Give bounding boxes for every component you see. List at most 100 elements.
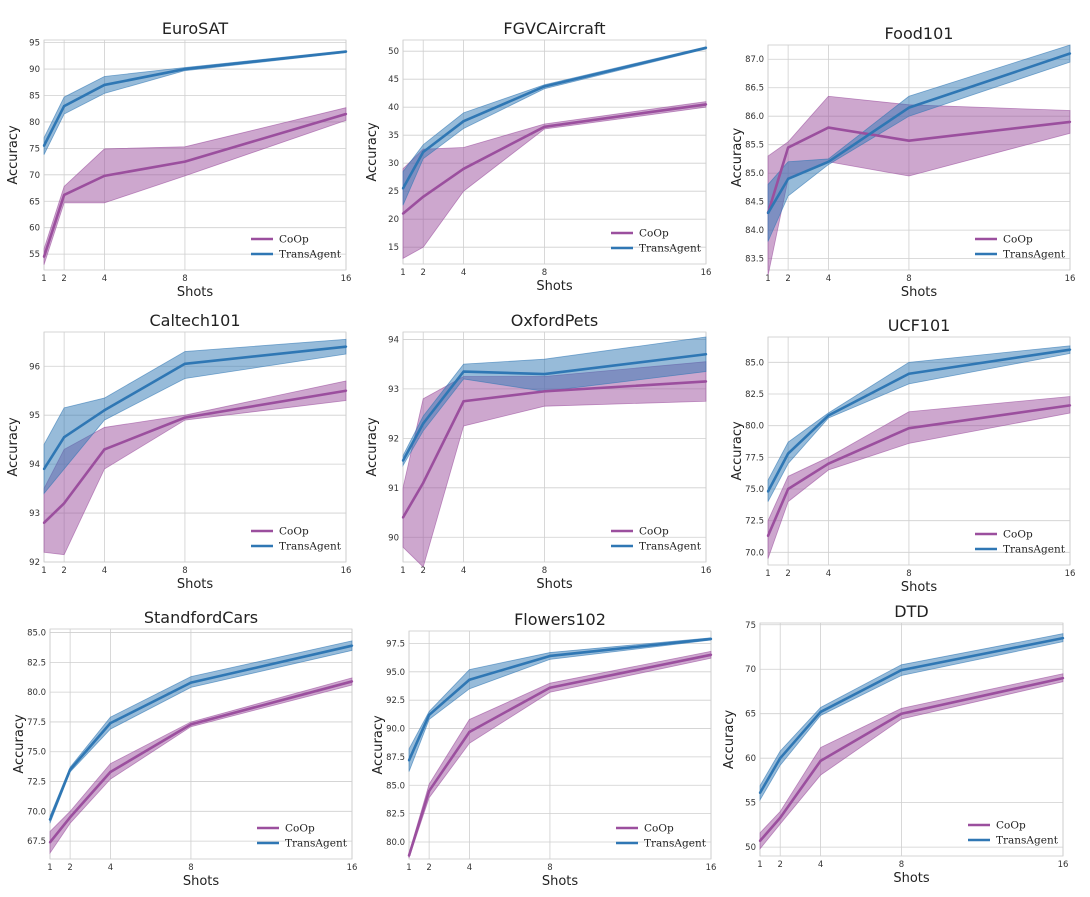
- y-tick-label: 30: [388, 159, 399, 169]
- y-axis-label: Accuracy: [371, 715, 386, 775]
- chart-svg: 15 20 25 30 35 40 45 50 1 2 4 8 16 FGVCAircraft Shots A…: [365, 19, 711, 294]
- x-tick-label: 1: [47, 863, 52, 873]
- data-point: [704, 380, 708, 383]
- chart-svg: 70.0 72.5 75.0 77.5 80.0 82.5 85.0 1 2 4 8 16 UCF101…: [730, 316, 1075, 595]
- data-point: [103, 448, 106, 451]
- x-axis-label: Shots: [177, 285, 214, 300]
- y-axis-label: Accuracy: [365, 122, 380, 182]
- data-point: [183, 362, 187, 366]
- data-point: [704, 353, 708, 356]
- data-point: [350, 680, 354, 683]
- data-point: [109, 770, 112, 774]
- x-tick-label: 8: [542, 566, 547, 576]
- y-tick-label: 80.0: [745, 422, 764, 432]
- series-band-coop: [408, 650, 712, 858]
- data-point: [109, 721, 112, 725]
- x-tick-label: 1: [41, 566, 46, 576]
- series-band-transagent: [402, 336, 707, 468]
- y-tick-label: 55: [745, 799, 756, 809]
- data-point: [819, 759, 822, 763]
- chart-title: Caltech101: [149, 311, 240, 330]
- x-tick-label: 2: [785, 569, 790, 579]
- legend-label: TransAgent: [285, 838, 348, 850]
- data-point: [183, 67, 187, 71]
- plot-frame: [767, 336, 1071, 566]
- y-axis-label: Accuracy: [730, 421, 745, 481]
- y-tick-label: 92.5: [386, 696, 405, 706]
- data-point: [350, 644, 354, 647]
- y-tick-label: 55: [29, 250, 40, 260]
- legend-label: TransAgent: [279, 249, 342, 261]
- x-tick-label: 16: [1065, 274, 1076, 284]
- plot-area: [760, 623, 1063, 856]
- data-point: [543, 85, 546, 88]
- legend-label: TransAgent: [644, 838, 707, 850]
- data-point: [401, 212, 405, 215]
- y-tick-label: 77.5: [745, 453, 764, 463]
- data-point: [42, 255, 46, 258]
- y-axis-label: Accuracy: [365, 417, 380, 477]
- x-axis-label: Shots: [183, 874, 220, 889]
- y-tick-label: 82.5: [745, 390, 764, 400]
- x-tick-label: 8: [899, 860, 904, 870]
- chart-panel-oxfordpets: 90 91 92 93 94 1 2 4 8 16 OxfordPets Shots Accuracy C…: [363, 300, 726, 594]
- y-tick-label: 85.0: [27, 629, 46, 639]
- chart-svg: 83.5 84.0 84.5 85.0 85.5 86.0 86.5 87.0 1 2 4 8 16 Fo…: [730, 24, 1076, 300]
- y-tick-label: 50: [745, 843, 756, 853]
- x-tick-label: 16: [341, 566, 352, 576]
- data-point: [1068, 52, 1072, 55]
- data-point: [422, 422, 425, 425]
- y-tick-label: 86.0: [745, 112, 764, 122]
- data-point: [543, 125, 546, 128]
- x-tick-label: 2: [426, 863, 431, 873]
- data-point: [401, 459, 405, 462]
- y-tick-label: 86.5: [745, 84, 764, 94]
- data-point: [344, 50, 348, 53]
- chart-panel-dtd: 50 55 60 65 70 75 1 2 4 8 16 DTD Shots Accuracy CoOp Tr…: [722, 594, 1090, 897]
- chart-panel-fgvcaircraft: 15 20 25 30 35 40 45 50 1 2 4 8 16 FGVCAircraft Shots A…: [363, 0, 726, 300]
- data-point: [786, 452, 790, 455]
- x-axis-label: Shots: [901, 285, 938, 300]
- data-point: [907, 372, 911, 375]
- x-tick-label: 4: [461, 268, 466, 278]
- y-tick-label: 70: [745, 665, 756, 675]
- chart-svg: 90 91 92 93 94 1 2 4 8 16 OxfordPets Shots Accuracy C…: [365, 311, 711, 592]
- data-point: [462, 120, 465, 123]
- x-tick-label: 2: [420, 268, 425, 278]
- chart-panel-ucf101: 70.0 72.5 75.0 77.5 80.0 82.5 85.0 1 2 4 8 16 UCF101…: [726, 300, 1090, 595]
- y-tick-label: 85.0: [745, 169, 764, 179]
- data-point: [758, 791, 762, 795]
- chart-panel-standfordcars: 67.5 70.0 72.5 75.0 77.5 80.0 82.5 85.0 1 2 4 8 16 St…: [0, 594, 363, 897]
- y-tick-label: 40: [388, 103, 399, 113]
- y-tick-label: 77.5: [27, 718, 46, 728]
- chart-title: DTD: [894, 602, 928, 621]
- chart-svg: 50 55 60 65 70 75 1 2 4 8 16 DTD Shots Accuracy CoOp Tr…: [722, 602, 1069, 886]
- legend-label: CoOp: [279, 234, 309, 246]
- data-point: [68, 816, 72, 819]
- y-tick-label: 70: [29, 171, 40, 181]
- y-tick-label: 90: [29, 65, 40, 75]
- x-tick-label: 4: [826, 569, 831, 579]
- x-axis-label: Shots: [536, 577, 573, 592]
- y-tick-label: 93: [388, 385, 399, 395]
- x-tick-label: 2: [785, 274, 790, 284]
- x-axis-label: Shots: [177, 577, 214, 592]
- data-point: [68, 768, 72, 771]
- chart-svg: 55 60 65 70 75 80 85 90 95 1 2 4 8 16 EuroSAT Shots Accu…: [6, 19, 351, 300]
- data-point: [709, 637, 713, 641]
- x-tick-label: 2: [420, 566, 425, 576]
- legend-label: TransAgent: [639, 541, 702, 553]
- chart-title: EuroSAT: [162, 19, 228, 38]
- x-tick-label: 16: [1058, 860, 1069, 870]
- data-point: [779, 756, 782, 760]
- x-tick-label: 2: [61, 274, 66, 284]
- x-axis-label: Shots: [901, 580, 938, 595]
- y-tick-label: 75.0: [745, 485, 764, 495]
- plot-frame: [402, 331, 707, 563]
- y-tick-label: 85: [29, 92, 40, 102]
- data-point: [422, 481, 425, 485]
- y-tick-label: 87.5: [386, 753, 405, 763]
- legend-label: CoOp: [1003, 234, 1033, 246]
- chart-title: OxfordPets: [511, 311, 598, 330]
- data-point: [42, 467, 46, 471]
